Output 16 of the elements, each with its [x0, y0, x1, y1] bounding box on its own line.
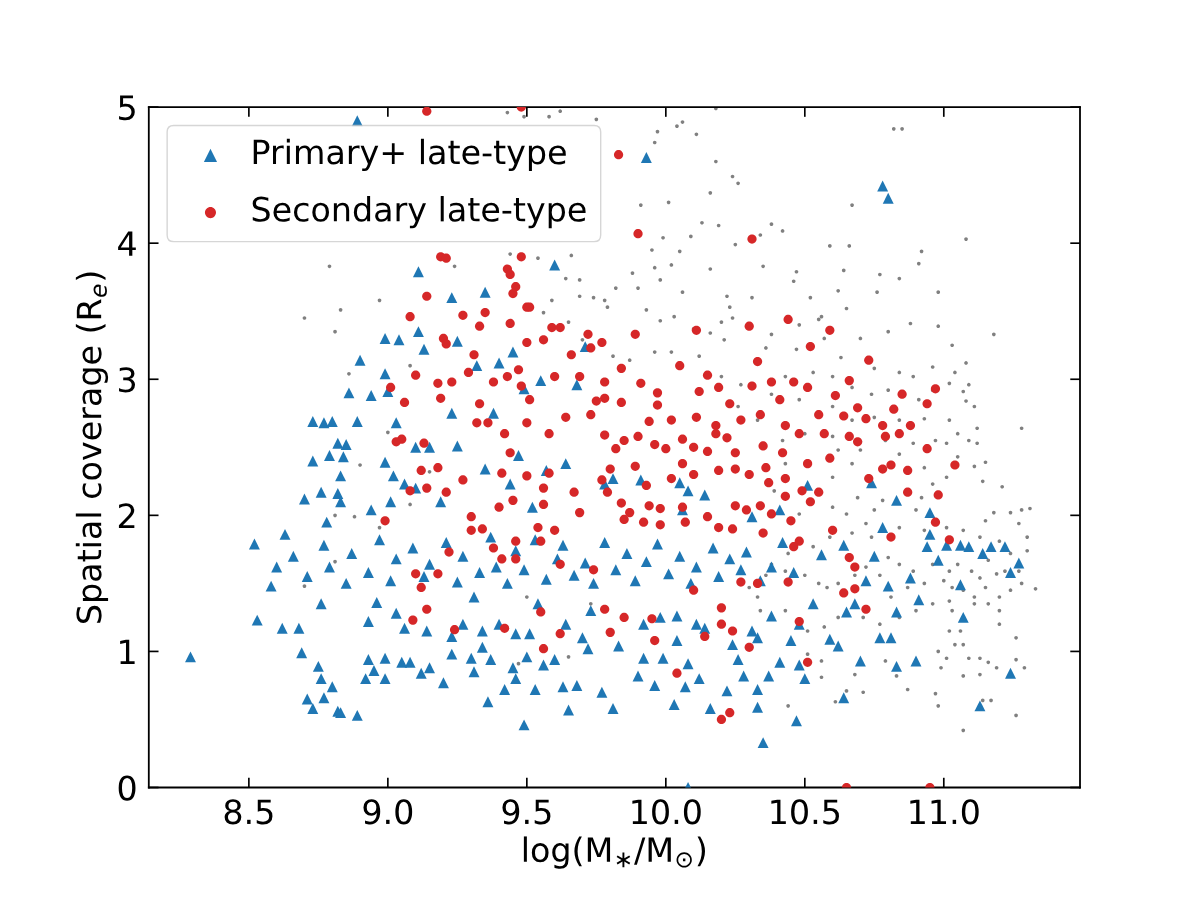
y-tick-label: 0 — [118, 775, 136, 801]
x-tick-label: 9.5 — [502, 799, 551, 825]
legend-label: Secondary late-type — [252, 196, 586, 229]
y-tick-label: 1 — [120, 639, 135, 665]
y-axis-title: Spatial coverage (R$_{e}$) — [75, 272, 109, 623]
x-tick-label: 9.0 — [363, 799, 413, 825]
x-tick-label: 11.0 — [910, 799, 979, 825]
legend-label: Primary+ late-type — [253, 138, 566, 172]
y-tick-label: 3 — [119, 367, 136, 393]
x-tick-label: 8.5 — [224, 799, 273, 825]
y-tick-label: 5 — [119, 95, 135, 121]
y-tick-label: 4 — [118, 231, 136, 256]
x-axis-title: log(M$_{∗}$/M$_{⊙}$) — [523, 836, 705, 869]
y-tick-label: 2 — [118, 503, 135, 528]
x-tick-label: 10.5 — [771, 799, 840, 825]
x-tick-label: 10.0 — [632, 799, 701, 825]
